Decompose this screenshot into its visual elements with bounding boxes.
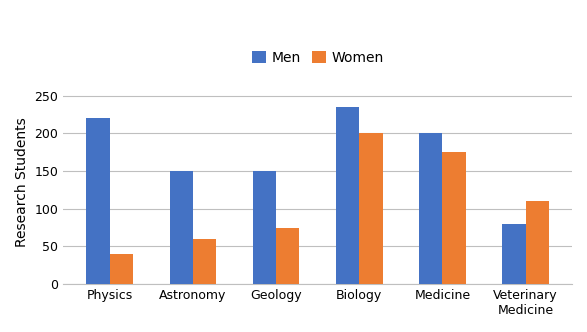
Y-axis label: Research Students: Research Students [15,118,29,247]
Bar [253,171,276,284]
Bar [276,228,299,284]
Bar [502,224,525,284]
Bar [359,133,383,284]
Bar [170,171,193,284]
Bar [336,107,359,284]
Bar [525,201,549,284]
Bar [419,133,443,284]
Legend: Men, Women: Men, Women [252,51,383,65]
Bar [193,239,216,284]
Bar [443,152,465,284]
Bar [86,118,110,284]
Bar [110,254,133,284]
